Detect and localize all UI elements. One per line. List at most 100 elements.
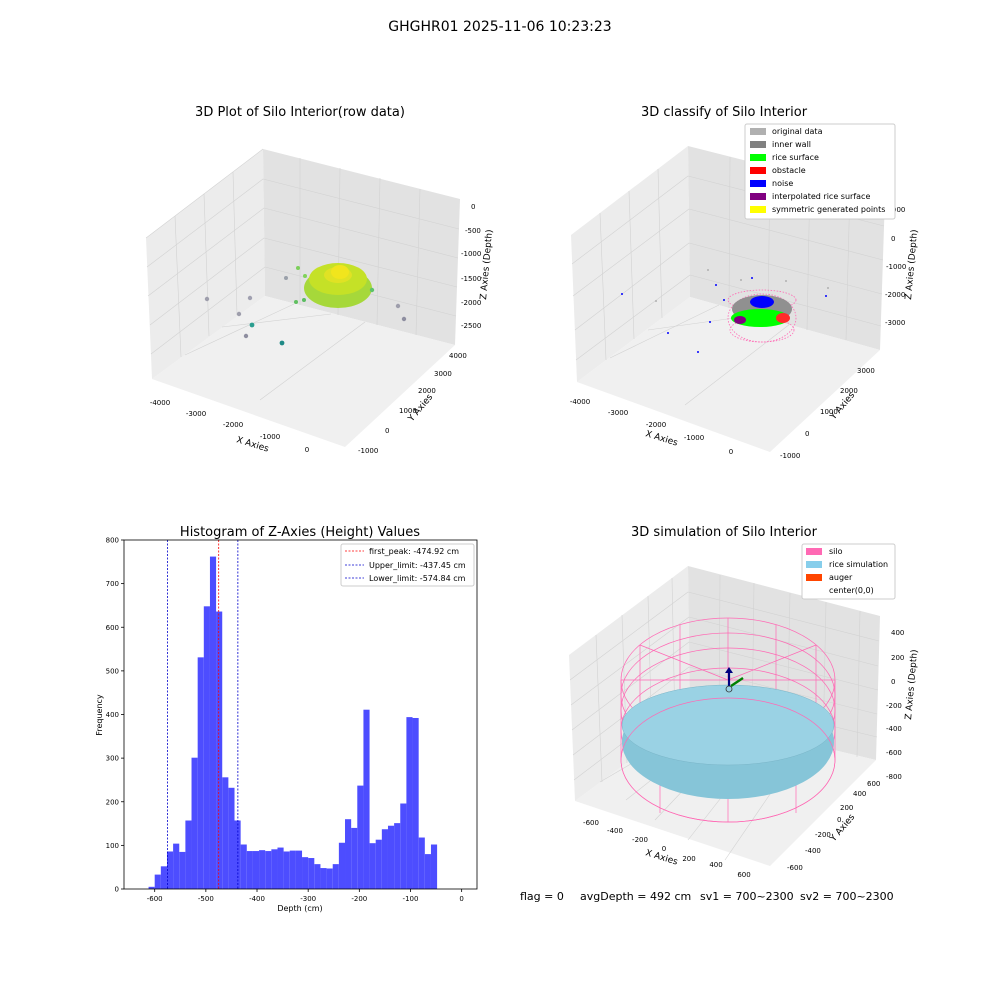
x-tick: 0 bbox=[305, 446, 309, 454]
classified-point-cloud bbox=[621, 269, 829, 353]
z-tick: 0 bbox=[471, 203, 475, 211]
z-tick: -1000 bbox=[461, 250, 481, 258]
histogram-bar bbox=[216, 611, 223, 889]
z-tick-labels: 400 200 0 -200 -400 -600 -800 bbox=[886, 629, 904, 781]
legend-item-first-peak: first_peak: -474.92 cm bbox=[345, 547, 459, 556]
scatter-point bbox=[236, 311, 242, 317]
legend-swatch bbox=[750, 141, 766, 148]
pane-left bbox=[569, 566, 690, 801]
legend-swatch bbox=[806, 561, 822, 568]
y-tick-label: 100 bbox=[106, 842, 119, 850]
auger bbox=[725, 667, 744, 693]
histogram-bar bbox=[369, 843, 376, 889]
legend-swatch bbox=[750, 154, 766, 161]
x-tick: -200 bbox=[632, 836, 648, 844]
noise-points bbox=[750, 296, 774, 308]
simulation-legend: silo rice simulation auger center(0,0) bbox=[801, 543, 896, 600]
x-tick-label: 0 bbox=[459, 895, 463, 903]
x-tick-label: -200 bbox=[351, 895, 367, 903]
legend-swatch bbox=[750, 180, 766, 187]
legend-item-auger: auger bbox=[806, 573, 853, 582]
y-tick-label: 0 bbox=[115, 886, 119, 894]
histogram-bar bbox=[283, 851, 290, 889]
histogram-bar bbox=[160, 866, 167, 889]
histogram-bar bbox=[332, 864, 339, 889]
x-tick: -600 bbox=[583, 819, 599, 827]
y-tick: 200 bbox=[840, 804, 853, 812]
legend-swatch bbox=[806, 574, 822, 581]
histogram-bar bbox=[314, 864, 321, 889]
auger-direction bbox=[730, 676, 744, 688]
y-tick-label: 200 bbox=[106, 798, 119, 806]
y-tick-labels: -1000 0 1000 2000 3000 bbox=[780, 367, 875, 460]
legend-label: symmetric generated points bbox=[772, 205, 885, 214]
panel-3d-raw: 3D Plot of Silo Interior(row data) -4000… bbox=[145, 105, 495, 455]
histogram-bar bbox=[351, 827, 358, 889]
y-tick-label: 800 bbox=[106, 537, 119, 545]
x-tick: 600 bbox=[737, 871, 750, 879]
legend-item-interpolated-rice-surface: interpolated rice surface bbox=[750, 192, 870, 201]
x-tick-label: -400 bbox=[249, 895, 265, 903]
y-tick-labels: -1000 0 1000 2000 3000 4000 bbox=[358, 352, 467, 455]
scatter-point bbox=[243, 333, 249, 339]
noise-point bbox=[667, 332, 669, 334]
scatter-point bbox=[247, 295, 253, 301]
scatter-point bbox=[294, 300, 298, 304]
z-tick: -2000 bbox=[461, 299, 481, 307]
histogram-bar bbox=[277, 847, 284, 889]
histogram-bar bbox=[302, 857, 309, 889]
sv2-text: sv2 = 700~2300 bbox=[800, 890, 894, 903]
obstacle-points bbox=[776, 313, 790, 323]
y-tick: 1000 bbox=[820, 408, 838, 416]
legend-label: auger bbox=[829, 573, 853, 582]
legend-label: first_peak: -474.92 cm bbox=[369, 547, 459, 556]
legend-item-silo: silo bbox=[806, 547, 843, 556]
x-tick: -4000 bbox=[570, 398, 590, 406]
pane-floor bbox=[577, 297, 880, 452]
y-tick: 0 bbox=[805, 430, 809, 438]
histogram-bar bbox=[412, 717, 419, 889]
histogram-bar bbox=[430, 844, 438, 889]
legend-swatch bbox=[750, 167, 766, 174]
legend-box bbox=[801, 543, 896, 600]
z-tick: -400 bbox=[886, 725, 902, 733]
panel-3d-simulation: 3D simulation of Silo Interior bbox=[569, 525, 920, 879]
x-tick: -1000 bbox=[260, 433, 280, 441]
histogram-bar bbox=[271, 849, 278, 889]
histogram-bar bbox=[363, 709, 370, 889]
raw-point-cloud bbox=[204, 263, 407, 346]
scatter-point bbox=[369, 287, 375, 293]
x-tick: -3000 bbox=[186, 410, 206, 418]
x-tick-label: -500 bbox=[198, 895, 214, 903]
y-tick: -600 bbox=[787, 864, 803, 872]
z-tick: 0 bbox=[891, 678, 895, 686]
scatter-point bbox=[303, 274, 307, 278]
x-tick: 0 bbox=[662, 845, 666, 853]
legend-swatch bbox=[750, 206, 766, 213]
legend-label: rice surface bbox=[772, 153, 819, 162]
y-tick: -400 bbox=[805, 847, 821, 855]
silo-spoke bbox=[639, 644, 729, 681]
z-tick-labels: 000 0 -1000 -2000 -3000 bbox=[885, 206, 906, 327]
z-tick: -3000 bbox=[885, 319, 905, 327]
y-tick-label: 300 bbox=[106, 755, 119, 763]
scatter-point bbox=[284, 276, 288, 280]
noise-point bbox=[715, 284, 717, 286]
histogram-bar bbox=[222, 777, 229, 889]
flag-text: flag = 0 bbox=[520, 890, 564, 903]
original-point bbox=[785, 280, 787, 282]
x-tick: -2000 bbox=[646, 421, 666, 429]
scatter-point bbox=[302, 298, 306, 302]
histogram-bar bbox=[179, 851, 186, 889]
z-tick: 0 bbox=[891, 235, 895, 243]
histogram-bar bbox=[387, 825, 395, 889]
y-axis-label: Y Axies bbox=[828, 390, 857, 422]
panel-title-simulation: 3D simulation of Silo Interior bbox=[631, 525, 818, 540]
rice-center-peak bbox=[331, 265, 349, 279]
histogram-bar bbox=[185, 820, 192, 889]
y-tick-label: 400 bbox=[106, 711, 119, 719]
noise-point bbox=[751, 277, 753, 279]
panel-title-classify: 3D classify of Silo Interior bbox=[641, 105, 808, 120]
y-tick: 1000 bbox=[399, 407, 417, 415]
histogram-bar bbox=[308, 858, 315, 889]
